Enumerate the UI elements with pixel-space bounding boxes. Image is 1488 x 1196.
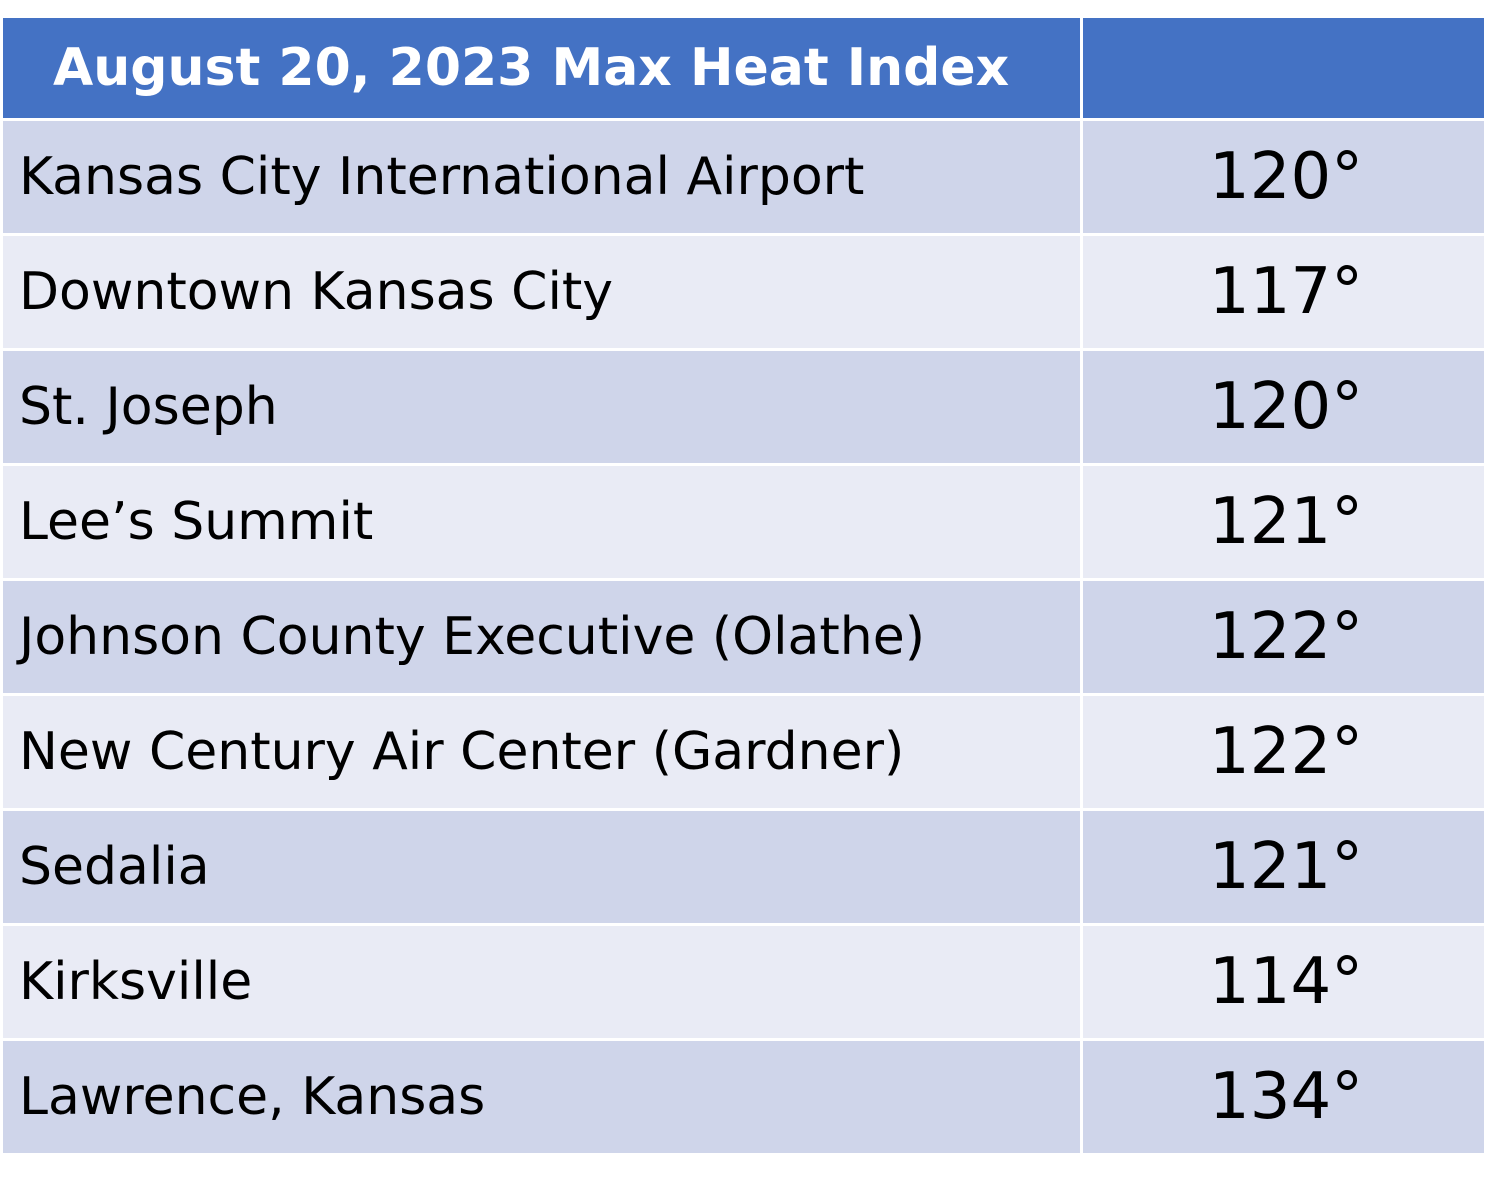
location-cell: Kansas City International Airport — [0, 118, 1083, 236]
table-row: Lee’s Summit 121° — [0, 463, 1487, 581]
heat-index-cell: 114° — [1080, 923, 1487, 1041]
location-cell: Downtown Kansas City — [0, 233, 1083, 351]
location-cell: Lee’s Summit — [0, 463, 1083, 581]
location-cell: Johnson County Executive (Olathe) — [0, 578, 1083, 696]
heat-index-table: August 20, 2023 Max Heat Index Kansas Ci… — [0, 15, 1487, 1156]
table-row: Downtown Kansas City 117° — [0, 233, 1487, 351]
table-row: Lawrence, Kansas 134° — [0, 1038, 1487, 1156]
heat-index-table-container: August 20, 2023 Max Heat Index Kansas Ci… — [0, 15, 1487, 1156]
heat-index-cell: 122° — [1080, 578, 1487, 696]
table-title: August 20, 2023 Max Heat Index — [0, 15, 1083, 121]
heat-index-cell: 121° — [1080, 808, 1487, 926]
location-cell: St. Joseph — [0, 348, 1083, 466]
heat-index-cell: 134° — [1080, 1038, 1487, 1156]
table-row: Kansas City International Airport 120° — [0, 118, 1487, 236]
heat-index-cell: 120° — [1080, 118, 1487, 236]
heat-index-cell: 122° — [1080, 693, 1487, 811]
table-row: Kirksville 114° — [0, 923, 1487, 1041]
location-cell: Sedalia — [0, 808, 1083, 926]
table-row: New Century Air Center (Gardner) 122° — [0, 693, 1487, 811]
location-cell: Kirksville — [0, 923, 1083, 1041]
value-column-header — [1080, 15, 1487, 121]
location-cell: Lawrence, Kansas — [0, 1038, 1083, 1156]
table-row: Johnson County Executive (Olathe) 122° — [0, 578, 1487, 696]
table-row: St. Joseph 120° — [0, 348, 1487, 466]
heat-index-cell: 120° — [1080, 348, 1487, 466]
table-row: Sedalia 121° — [0, 808, 1487, 926]
location-cell: New Century Air Center (Gardner) — [0, 693, 1083, 811]
heat-index-cell: 117° — [1080, 233, 1487, 351]
heat-index-cell: 121° — [1080, 463, 1487, 581]
header-row: August 20, 2023 Max Heat Index — [0, 15, 1487, 121]
